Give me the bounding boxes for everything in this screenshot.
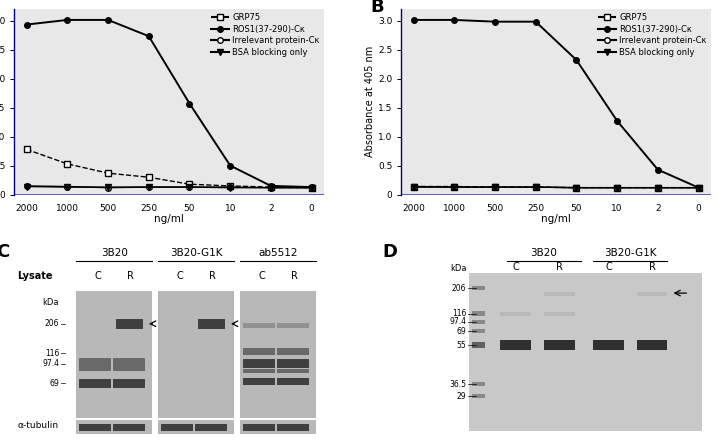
Bar — [113, 379, 145, 388]
Text: 3B20-G1K: 3B20-G1K — [170, 248, 223, 258]
Bar — [79, 424, 111, 431]
Text: C: C — [605, 262, 612, 272]
Bar — [243, 424, 275, 431]
Bar — [243, 323, 275, 328]
Text: 116: 116 — [45, 349, 60, 358]
Bar — [637, 292, 668, 296]
Text: C: C — [258, 271, 265, 281]
Text: 29: 29 — [457, 392, 466, 401]
Bar — [76, 291, 152, 417]
Text: 36.5: 36.5 — [449, 380, 466, 388]
Text: C: C — [176, 271, 183, 281]
Text: 3B20: 3B20 — [101, 248, 128, 258]
X-axis label: ng/ml: ng/ml — [154, 214, 184, 224]
Bar — [472, 382, 485, 386]
Text: kDa: kDa — [449, 264, 466, 273]
Bar — [158, 291, 234, 417]
Bar — [472, 342, 485, 348]
Text: 3B20: 3B20 — [530, 248, 557, 258]
Bar — [277, 369, 309, 373]
Text: Lysate: Lysate — [17, 271, 53, 281]
Legend: GRP75, ROS1(37-290)-Cκ, Irrelevant protein-Cκ, BSA blocking only: GRP75, ROS1(37-290)-Cκ, Irrelevant prote… — [210, 13, 320, 57]
Text: 69: 69 — [50, 379, 60, 388]
Bar — [500, 312, 531, 316]
Bar — [472, 287, 485, 291]
Bar — [472, 394, 485, 398]
Bar — [243, 369, 275, 373]
Bar — [79, 366, 111, 371]
Text: B: B — [370, 0, 384, 16]
Bar — [472, 320, 485, 324]
Bar — [113, 366, 145, 371]
Text: R: R — [127, 271, 134, 281]
Bar — [116, 319, 143, 329]
Bar — [470, 273, 701, 430]
Bar — [277, 378, 309, 385]
Text: 69: 69 — [457, 327, 466, 336]
Bar — [544, 312, 574, 316]
Bar — [544, 340, 574, 350]
Bar — [241, 291, 316, 417]
Bar — [162, 424, 193, 431]
Bar — [241, 421, 316, 434]
Bar — [113, 424, 145, 431]
Bar — [544, 292, 574, 296]
Text: 206: 206 — [452, 284, 466, 293]
Text: C: C — [513, 262, 519, 272]
Bar — [195, 424, 228, 431]
Bar — [472, 312, 485, 316]
Text: R: R — [292, 271, 299, 281]
Bar — [158, 421, 234, 434]
Bar — [472, 329, 485, 333]
Bar — [277, 359, 309, 368]
Legend: GRP75, ROS1(37-290)-Cκ, Irrelevant protein-Cκ, BSA blocking only: GRP75, ROS1(37-290)-Cκ, Irrelevant prote… — [597, 13, 707, 57]
Bar — [500, 340, 531, 350]
Y-axis label: Absorbance at 405 nm: Absorbance at 405 nm — [365, 46, 375, 158]
Bar — [113, 358, 145, 365]
Bar — [243, 378, 275, 385]
Bar — [76, 421, 152, 434]
Text: 97.4: 97.4 — [449, 317, 466, 326]
Bar — [79, 358, 111, 365]
Bar — [637, 340, 668, 350]
Bar — [593, 340, 624, 350]
Text: α-tubulin: α-tubulin — [17, 421, 59, 430]
Bar — [243, 348, 275, 355]
Text: 55: 55 — [457, 340, 466, 350]
Bar — [277, 424, 309, 431]
Text: ab5512: ab5512 — [258, 248, 298, 258]
Text: D: D — [383, 243, 398, 261]
Text: 97.4: 97.4 — [42, 359, 60, 368]
Text: R: R — [556, 262, 563, 272]
Text: R: R — [210, 271, 216, 281]
X-axis label: ng/ml: ng/ml — [541, 214, 571, 224]
Bar — [277, 348, 309, 355]
Text: R: R — [648, 262, 656, 272]
Bar — [243, 359, 275, 368]
Text: 206: 206 — [45, 319, 60, 328]
Bar — [277, 323, 309, 328]
Text: C: C — [94, 271, 101, 281]
Bar — [198, 319, 225, 329]
Text: 116: 116 — [452, 309, 466, 318]
Text: kDa: kDa — [43, 298, 60, 307]
Text: C: C — [0, 243, 9, 261]
Text: 3B20-G1K: 3B20-G1K — [604, 248, 656, 258]
Bar — [79, 379, 111, 388]
